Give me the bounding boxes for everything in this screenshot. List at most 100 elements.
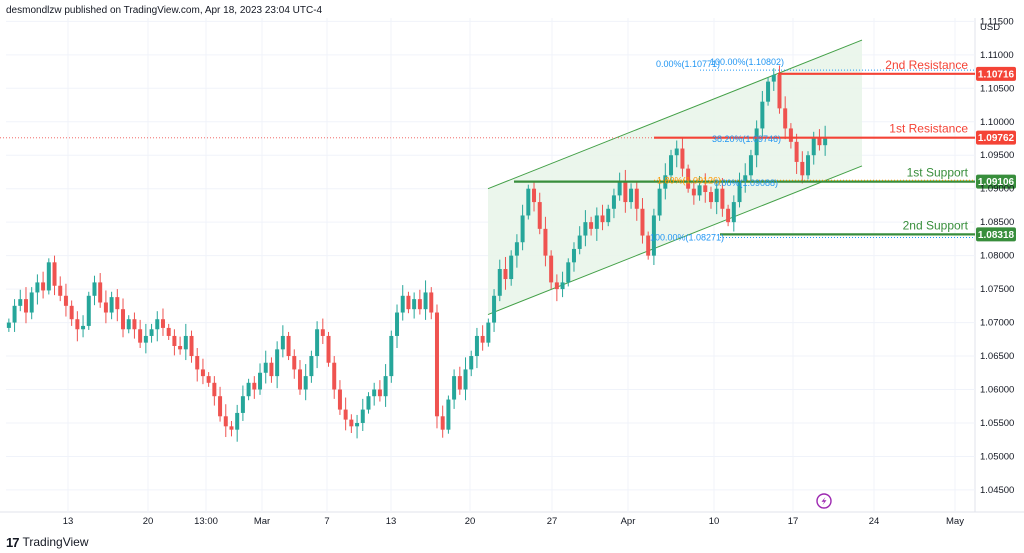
candle-body: [412, 299, 417, 310]
candle: [46, 258, 51, 295]
candle: [320, 318, 325, 344]
lightning-icon[interactable]: [816, 493, 832, 509]
candle-body: [258, 372, 263, 390]
y-tick-label: 1.04500: [980, 485, 1014, 496]
candle-body: [35, 282, 40, 293]
fib-label: 1.80%(1.09126): [657, 175, 721, 185]
candle-body: [651, 215, 656, 256]
candle: [18, 289, 23, 312]
candle-body: [149, 329, 154, 336]
candle: [63, 283, 68, 317]
fib-label: 0.00%(1.09088): [714, 178, 778, 188]
fib-label: 0.00%(1.10771): [656, 59, 720, 69]
candle: [349, 414, 354, 434]
candle: [674, 140, 679, 168]
y-tick-label: 1.07000: [980, 318, 1014, 329]
candle-body: [771, 74, 776, 82]
price-tag: 1.09106: [978, 177, 1015, 188]
candle: [554, 274, 559, 302]
candle-body: [720, 188, 725, 209]
candle-body: [646, 235, 651, 256]
sr-levels: 2nd Resistance 1.10716 1st Resistance 1.097…: [514, 58, 1016, 242]
candle-body: [503, 269, 508, 280]
y-tick-label: 1.06500: [980, 351, 1014, 362]
candle-body: [98, 282, 103, 303]
candle: [669, 149, 674, 182]
candle-body: [560, 282, 565, 290]
candle: [566, 258, 571, 287]
candle: [275, 341, 280, 389]
tradingview-footer[interactable]: 17 TradingView: [6, 534, 89, 550]
candle-body: [611, 195, 616, 209]
candle: [366, 392, 371, 414]
tradingview-logo-icon: 17: [6, 534, 20, 550]
candle: [23, 287, 28, 324]
candle: [246, 378, 251, 401]
candle: [634, 180, 639, 221]
candle: [92, 275, 97, 306]
candle: [395, 304, 400, 349]
candle-body: [195, 356, 200, 370]
publisher-header: desmondlzw published on TradingView.com,…: [6, 5, 323, 16]
candle: [594, 207, 599, 241]
candle-body: [606, 208, 611, 223]
candle-body: [777, 74, 782, 109]
candle-body: [18, 299, 23, 306]
price-tag-bg: [976, 174, 1016, 189]
candle-body: [817, 138, 822, 146]
candle-body: [714, 188, 719, 203]
candle: [166, 323, 171, 340]
candle-body: [400, 295, 405, 313]
candle-body: [794, 141, 799, 162]
candle: [583, 210, 588, 247]
candle: [423, 280, 428, 320]
candle-body: [783, 108, 788, 129]
candle-body: [218, 396, 223, 417]
candle-body: [69, 305, 74, 320]
candle-body: [806, 155, 811, 176]
candle: [589, 216, 594, 236]
candle: [611, 188, 616, 219]
candle: [452, 369, 457, 409]
price-tag-bg: [976, 130, 1016, 145]
candle-body: [760, 101, 765, 129]
candle-body: [686, 168, 691, 189]
time-axis[interactable]: 13 20 13:00 Mar 7 13 20 27 Apr 10 17 24 May: [63, 516, 965, 527]
candle-body: [737, 181, 742, 203]
price-axis[interactable]: 1.04500 1.05000 1.05500 1.06000 1.06500 1.070…: [980, 16, 1014, 496]
candle: [143, 323, 148, 354]
candle: [383, 364, 388, 407]
candle-body: [594, 215, 599, 229]
price-tag-bg: [976, 227, 1016, 242]
candle-body: [537, 202, 542, 229]
candle-body: [674, 148, 679, 156]
candle-body: [520, 215, 525, 243]
candle: [492, 289, 497, 332]
level-label: 2nd Support: [903, 218, 969, 232]
candle: [520, 204, 525, 251]
candle: [640, 198, 645, 244]
candle: [69, 300, 74, 326]
candle: [537, 192, 542, 235]
y-tick-label: 1.11500: [980, 16, 1014, 27]
candle-body: [115, 297, 120, 310]
candle-body: [497, 269, 502, 296]
candle-body: [469, 356, 474, 370]
candle: [389, 330, 394, 383]
candle: [332, 356, 337, 399]
candle: [691, 181, 696, 205]
candle-body: [509, 255, 514, 280]
candle-body: [178, 345, 183, 350]
candle-body: [212, 382, 217, 397]
candle: [680, 137, 685, 177]
candle-body: [275, 349, 280, 377]
candle-body: [703, 185, 708, 193]
candle: [200, 358, 205, 385]
candle: [235, 404, 240, 442]
candle-body: [532, 188, 537, 203]
candle-body: [474, 335, 479, 357]
candle-body: [566, 262, 571, 283]
candle-body: [629, 188, 634, 203]
candle-body: [303, 376, 308, 390]
